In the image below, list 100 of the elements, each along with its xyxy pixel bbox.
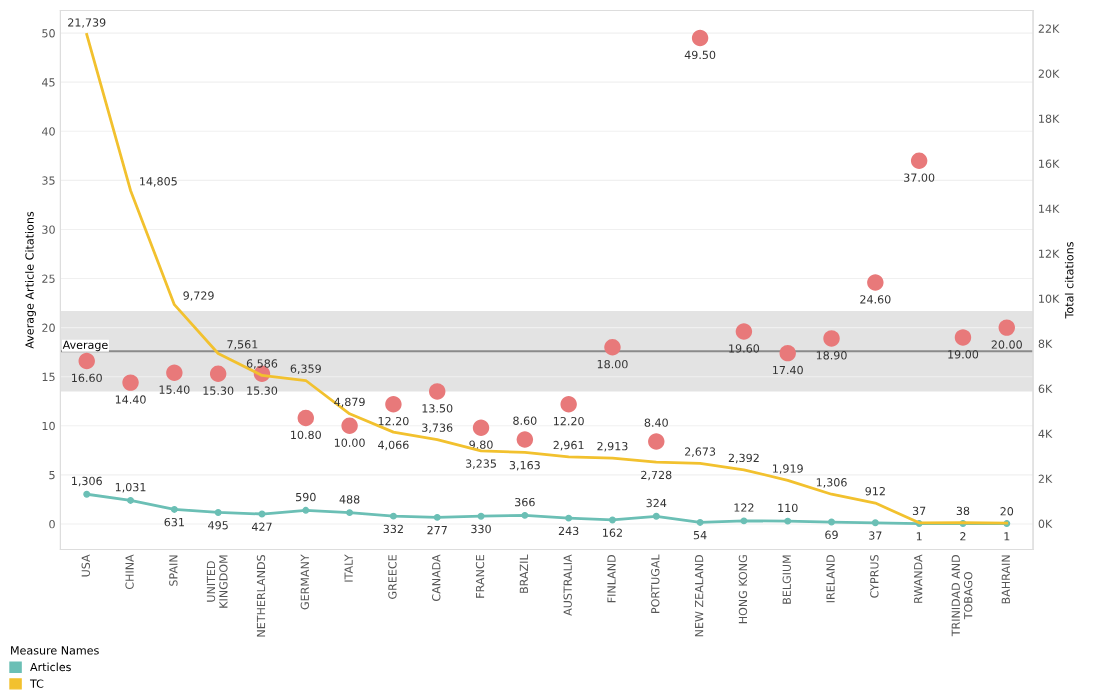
x-tick-label: CANADA xyxy=(432,554,441,601)
data-label: 277 xyxy=(427,525,447,535)
legend-label: TC xyxy=(29,679,44,688)
data-label: 15.30 xyxy=(203,386,234,395)
data-label: 54 xyxy=(693,531,707,540)
data-label: 9,729 xyxy=(183,291,214,301)
data-label: 16.60 xyxy=(72,373,102,383)
x-tick-label: NEW ZEALAND xyxy=(695,555,704,637)
y-axis-title: Average Article Citations xyxy=(25,211,36,349)
data-label: 37 xyxy=(912,506,926,516)
x-tick-label: FRANCE xyxy=(475,555,485,598)
data-label: 15.30 xyxy=(247,386,278,395)
data-label: 912 xyxy=(865,486,885,496)
data-label: 4,066 xyxy=(378,440,409,451)
x-tick-label: TRINIDAD AND TOBAGO xyxy=(951,555,973,637)
y2-tick-label: 4K xyxy=(1038,429,1053,438)
x-tick-label: HONG KONG xyxy=(738,555,748,624)
data-label: 8.40 xyxy=(644,418,668,427)
data-label: 21,739 xyxy=(68,18,106,28)
data-label: 4,879 xyxy=(334,397,365,408)
y2-tick-label: 2K xyxy=(1038,474,1053,483)
data-label: 495 xyxy=(208,521,228,530)
x-tick-label: FINLAND xyxy=(607,555,616,603)
data-label: 590 xyxy=(296,492,316,502)
data-label: 2,392 xyxy=(728,453,759,464)
x-tick-label: RWANDA xyxy=(914,554,923,603)
y-tick-label: 35 xyxy=(42,176,55,185)
y2-tick-label: 8K xyxy=(1038,339,1053,348)
x-tick-label: USA xyxy=(81,554,90,577)
data-label: 6,359 xyxy=(290,364,321,374)
x-tick-label: PORTUGAL xyxy=(651,554,660,613)
y2-tick-label: 20K xyxy=(1038,69,1060,78)
data-label: 15.40 xyxy=(159,385,190,394)
data-label: 2,673 xyxy=(685,447,716,457)
data-label: 1,919 xyxy=(773,464,803,474)
x-tick-label: IRELAND xyxy=(826,555,835,603)
data-label: 243 xyxy=(558,526,579,536)
y2-tick-label: 10K xyxy=(1039,294,1060,303)
data-label: 19.00 xyxy=(948,350,979,359)
y-tick-label: 15 xyxy=(42,372,55,382)
y2-tick-label: 22K xyxy=(1038,24,1060,33)
y2-tick-label: 18K xyxy=(1039,114,1060,123)
y-tick-label: 45 xyxy=(41,78,55,87)
y2-tick-label: 14K xyxy=(1039,204,1060,213)
data-label: 3,235 xyxy=(465,459,496,469)
x-tick-label: BELGIUM xyxy=(782,555,791,604)
y2-axis-title: Total citations xyxy=(1064,242,1074,319)
data-label: 10.00 xyxy=(334,438,365,447)
data-label: 14.40 xyxy=(115,395,146,404)
data-label: 14,805 xyxy=(140,177,177,187)
data-label: 1 xyxy=(1004,532,1010,541)
y-tick-label: 30 xyxy=(42,225,55,234)
x-tick-label: BAHRAIN xyxy=(1001,555,1010,604)
y-tick-label: 10 xyxy=(42,421,55,431)
data-label: 162 xyxy=(603,528,622,537)
ref-line-label: Average xyxy=(62,340,108,352)
data-label: 488 xyxy=(339,495,360,504)
x-tick-label: ITALY xyxy=(344,554,353,582)
data-label: 12.20 xyxy=(378,416,409,426)
x-tick-label: GREECE xyxy=(388,555,397,599)
data-label: 49.50 xyxy=(684,50,716,60)
data-label: 1 xyxy=(916,532,922,541)
data-label: 324 xyxy=(646,498,667,508)
legend-label: Articles xyxy=(30,662,71,672)
data-label: 1,031 xyxy=(115,482,146,493)
data-label: 122 xyxy=(734,503,754,512)
data-label: 427 xyxy=(251,522,272,531)
data-label: 38 xyxy=(956,506,970,516)
data-label: 3,163 xyxy=(509,460,540,471)
data-label: 18.90 xyxy=(816,351,847,360)
data-label: 2,913 xyxy=(597,441,628,452)
x-tick-label: CYPRUS xyxy=(870,554,879,598)
y-tick-label: 0 xyxy=(49,519,55,529)
data-label: 20.00 xyxy=(991,340,1022,349)
data-label: 330 xyxy=(471,524,491,534)
y2-tick-label: 6K xyxy=(1038,384,1053,393)
data-label: 37 xyxy=(869,531,882,540)
data-label: 3,736 xyxy=(422,423,453,433)
data-label: 8.60 xyxy=(513,416,537,425)
data-label: 2,961 xyxy=(553,440,584,451)
data-label: 2,728 xyxy=(641,470,672,481)
data-label: 12.20 xyxy=(553,416,584,426)
data-label: 6,586 xyxy=(246,359,278,369)
x-tick-label: UNITED KINGDOM xyxy=(206,555,228,608)
data-label: 7,561 xyxy=(227,340,258,350)
data-label: 37.00 xyxy=(904,173,935,182)
x-tick-label: AUSTRALIA xyxy=(563,554,572,616)
x-tick-label: BRAZIL xyxy=(519,554,528,593)
data-label: 19.60 xyxy=(729,344,760,353)
data-label: 332 xyxy=(383,524,403,534)
data-label: 18.00 xyxy=(597,359,628,369)
x-tick-label: NETHERLANDS xyxy=(256,554,266,637)
data-label: 9.80 xyxy=(469,440,493,449)
y-tick-label: 5 xyxy=(49,471,55,480)
data-label: 1,306 xyxy=(816,478,847,488)
data-label: 10.80 xyxy=(291,430,321,440)
y-tick-label: 20 xyxy=(42,323,55,332)
y-tick-label: 40 xyxy=(41,127,55,136)
legend-title: Measure Names xyxy=(11,646,99,655)
data-label: 366 xyxy=(515,497,535,507)
